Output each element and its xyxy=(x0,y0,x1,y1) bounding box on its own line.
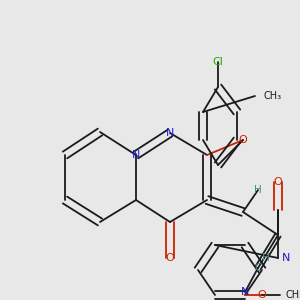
Text: O: O xyxy=(258,290,266,300)
Text: CH₃: CH₃ xyxy=(263,91,281,101)
Text: H: H xyxy=(262,253,270,263)
Text: O: O xyxy=(166,253,174,263)
Text: N: N xyxy=(282,253,290,263)
Text: O: O xyxy=(238,135,247,145)
Text: H: H xyxy=(254,185,262,195)
Text: N: N xyxy=(166,128,174,138)
Text: C: C xyxy=(254,263,262,273)
Text: CH₃: CH₃ xyxy=(285,290,300,300)
Text: N: N xyxy=(132,150,140,160)
Text: N: N xyxy=(241,287,249,297)
Text: O: O xyxy=(274,177,282,187)
Text: Cl: Cl xyxy=(213,57,224,67)
